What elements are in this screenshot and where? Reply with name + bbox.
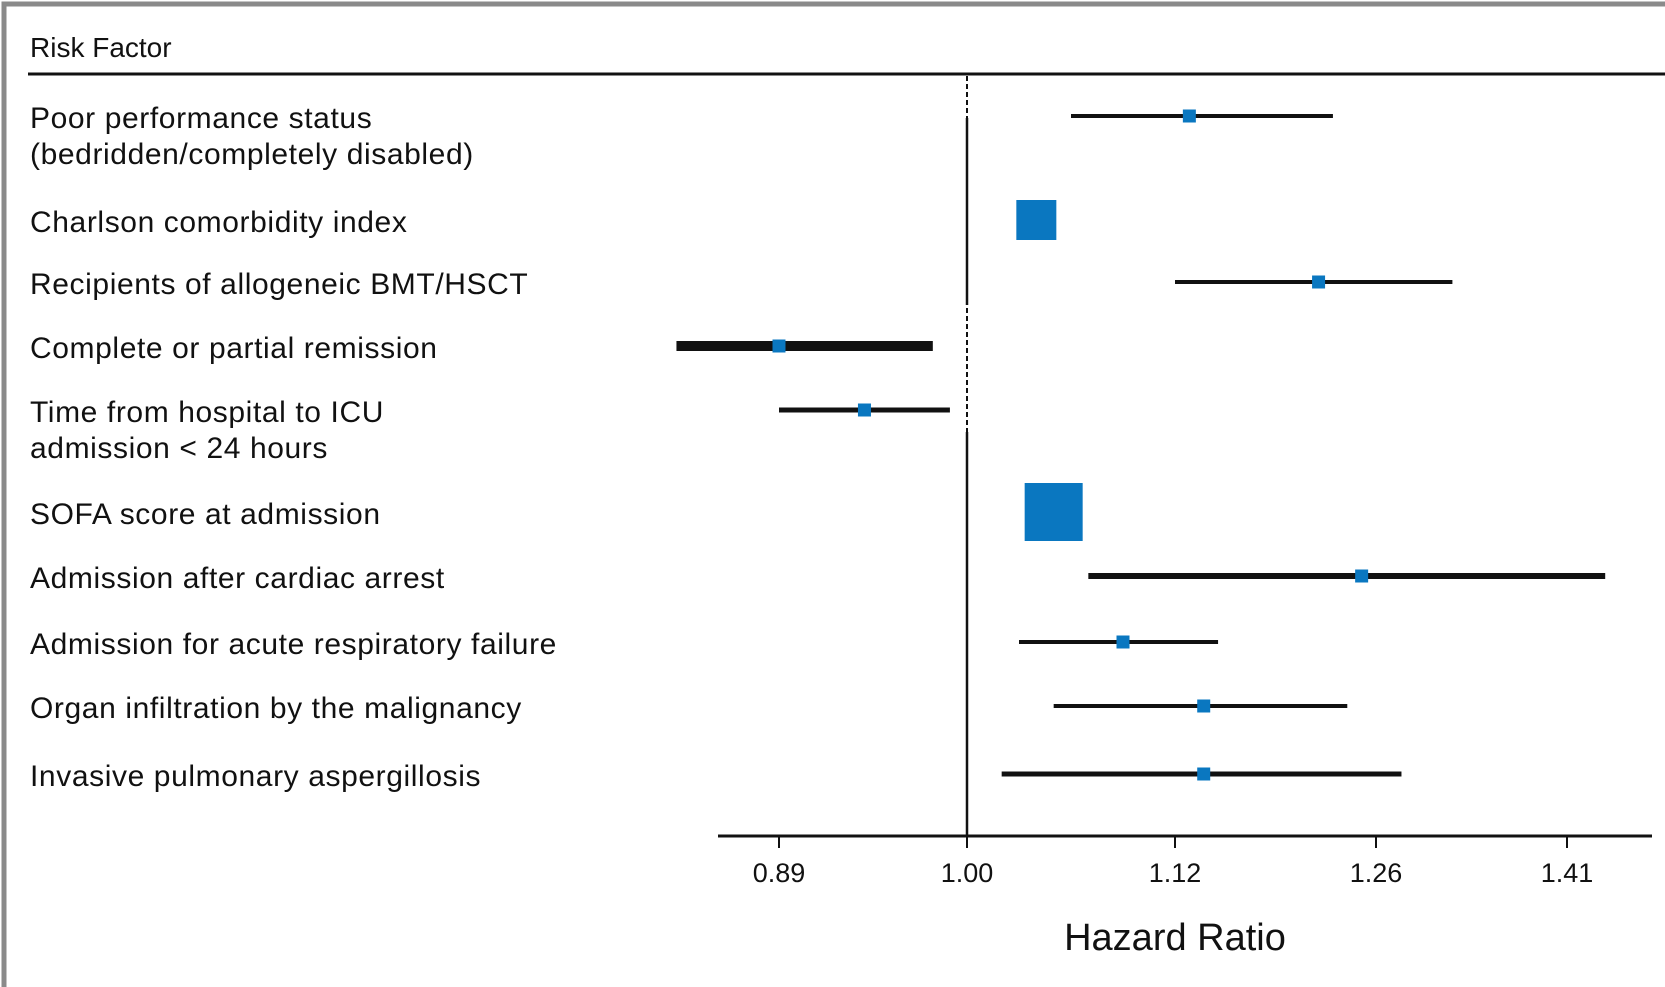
x-tick-label: 1.12 (1149, 858, 1202, 888)
row-label: admission < 24 hours (30, 432, 328, 465)
row-labels: Poor performance status(bedridden/comple… (30, 102, 557, 793)
row-label: Organ infiltration by the malignancy (30, 692, 522, 725)
x-tick-label: 1.26 (1350, 858, 1403, 888)
row-label: Admission for acute respiratory failure (30, 628, 557, 661)
point-estimate-marker (772, 339, 786, 353)
x-tick-label: 1.41 (1541, 858, 1594, 888)
point-estimate-marker (1016, 200, 1057, 240)
point-estimate-marker (1116, 635, 1130, 649)
point-estimate-marker (857, 403, 871, 417)
x-axis: 0.89 1.00 1.12 1.26 1.41 (718, 834, 1652, 888)
row-label: Charlson comorbidity index (30, 206, 407, 239)
point-estimate-marker (1182, 109, 1196, 123)
point-estimate-marker (1312, 275, 1326, 289)
row-label: Poor performance status (30, 102, 372, 135)
row-label: SOFA score at admission (30, 498, 381, 531)
x-axis-label: Hazard Ratio (1064, 917, 1286, 959)
x-tick-label: 1.00 (941, 858, 994, 888)
x-tick-label: 0.89 (753, 858, 806, 888)
point-estimate-marker (1197, 767, 1211, 781)
row-label: Recipients of allogeneic BMT/HSCT (30, 268, 528, 301)
row-label: Invasive pulmonary aspergillosis (30, 760, 481, 793)
estimates (676, 109, 1606, 781)
row-label: Complete or partial remission (30, 332, 438, 365)
column-header-risk-factor: Risk Factor (30, 32, 172, 63)
point-estimate-marker (1355, 569, 1369, 583)
row-label: (bedridden/completely disabled) (30, 138, 474, 171)
point-estimate-marker (1024, 483, 1083, 541)
row-label: Time from hospital to ICU (30, 396, 384, 429)
point-estimate-marker (1197, 699, 1211, 713)
row-label: Admission after cardiac arrest (30, 562, 445, 595)
